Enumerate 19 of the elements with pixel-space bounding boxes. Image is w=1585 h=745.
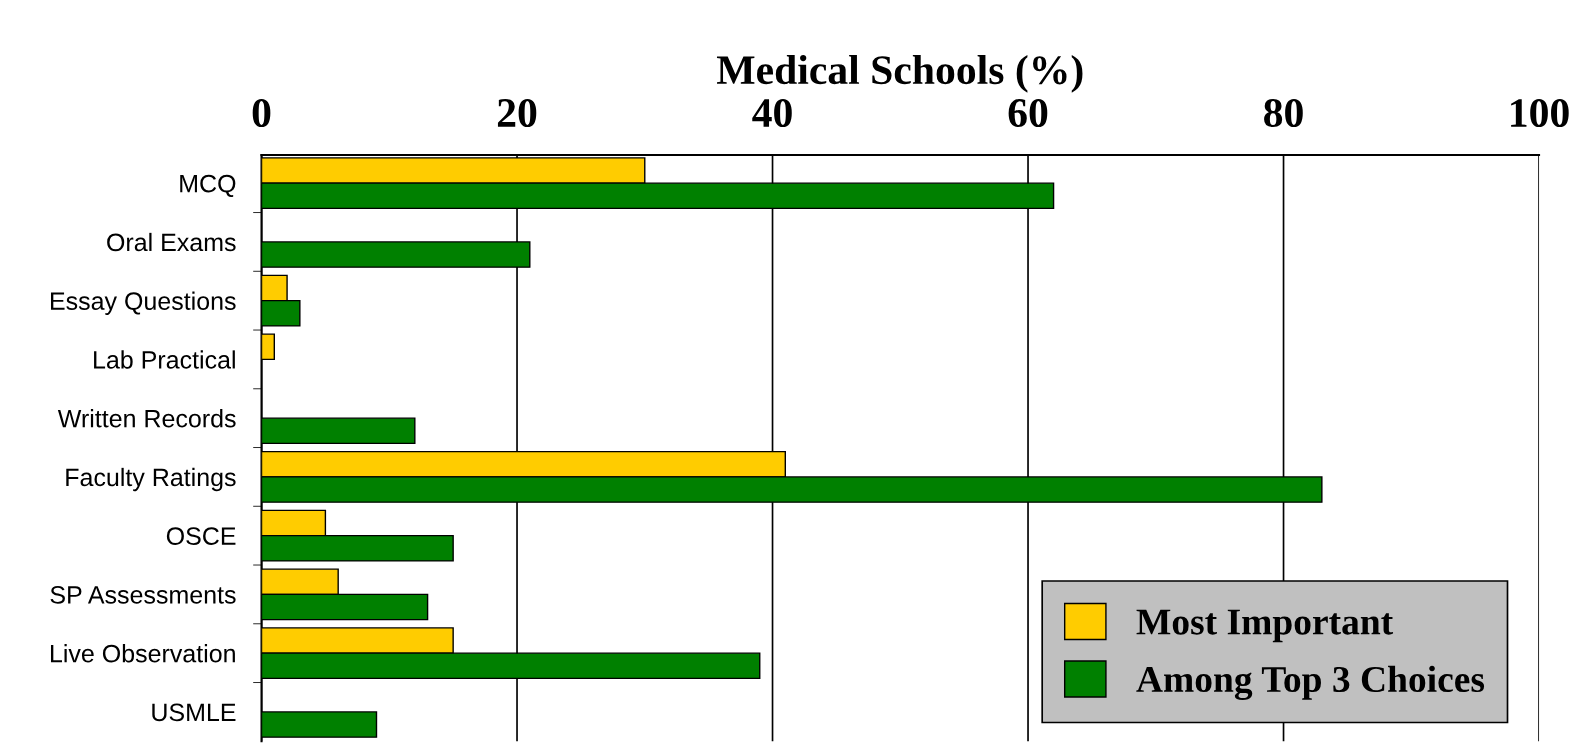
y-tick-label: Essay Questions: [51, 291, 236, 315]
x-tick-label: 0: [252, 98, 271, 128]
x-tick-label: 80: [1264, 98, 1303, 128]
x-tick-label: 100: [1511, 98, 1569, 128]
legend-label: Most Important: [1136, 609, 1394, 643]
x-tick-label: 60: [1008, 98, 1048, 128]
y-tick-label: Lab Practical: [94, 350, 235, 369]
y-tick-label: OSCE: [166, 527, 236, 545]
y-tick-label: Oral Exams: [107, 232, 236, 252]
y-tick-label: SP Assessments: [50, 586, 236, 604]
y-tick-label: Live Observation: [50, 644, 235, 663]
y-tick-label: MCQ: [180, 174, 236, 197]
x-axis-title: Medical Schools (%): [716, 54, 1083, 93]
y-tick-label: Written Records: [57, 409, 236, 428]
x-tick-label: 40: [752, 98, 792, 128]
y-tick-label: Faculty Ratings: [66, 467, 236, 492]
x-tick-label: 20: [497, 98, 537, 128]
y-tick-label: USMLE: [152, 703, 236, 722]
legend-label: Among Top 3 Choices: [1136, 665, 1485, 701]
